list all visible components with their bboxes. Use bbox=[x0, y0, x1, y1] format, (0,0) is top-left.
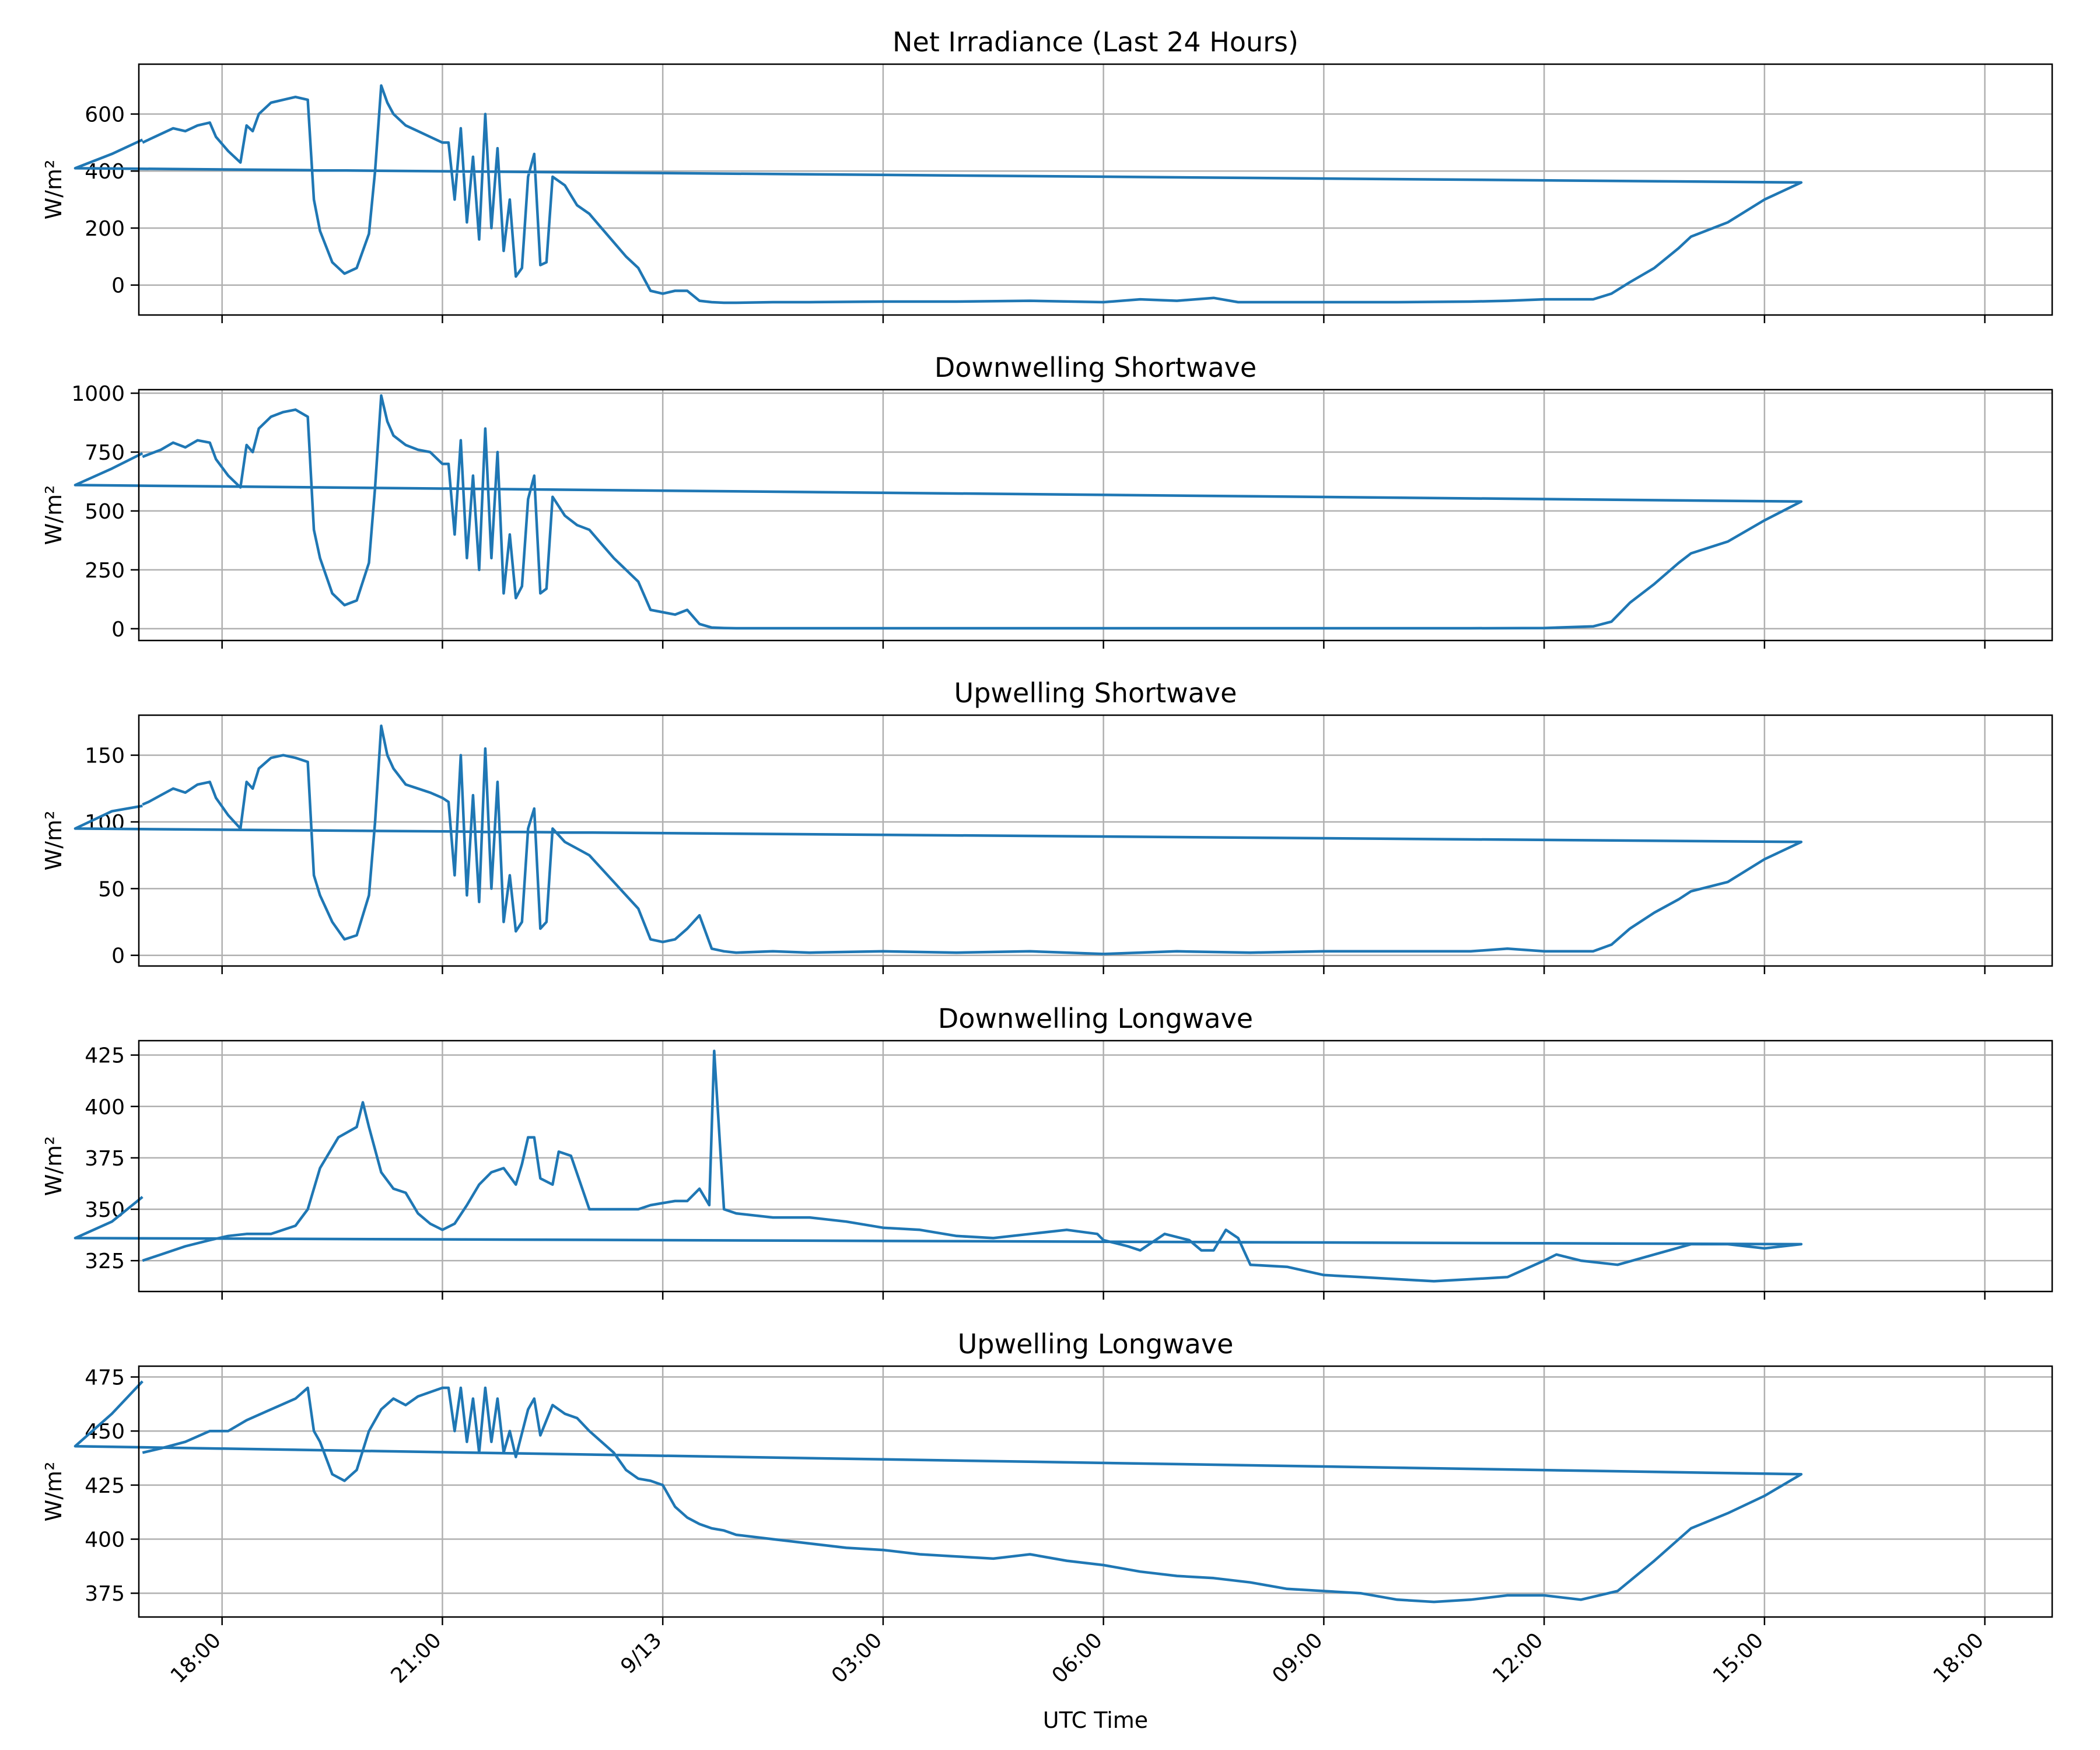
y-tick-label: 325 bbox=[85, 1250, 125, 1273]
panel-title: Downwelling Shortwave bbox=[935, 352, 1256, 383]
y-axis-label: W/m² bbox=[41, 485, 66, 545]
y-axis-label: W/m² bbox=[41, 1462, 66, 1522]
plot-frame bbox=[138, 1365, 2053, 1618]
y-tick-label: 750 bbox=[85, 441, 125, 465]
y-tick-label: 375 bbox=[85, 1147, 125, 1171]
series-line-1 bbox=[74, 84, 1803, 304]
y-tick-label: 475 bbox=[85, 1366, 125, 1390]
y-tick-label: 0 bbox=[111, 274, 125, 298]
panel-title: Net Irradiance (Last 24 Hours) bbox=[892, 26, 1298, 58]
plot-frame bbox=[138, 1040, 2053, 1293]
panel-title: Upwelling Shortwave bbox=[954, 677, 1237, 709]
y-tick-label: 425 bbox=[85, 1044, 125, 1068]
y-axis-label: W/m² bbox=[41, 160, 66, 220]
panel-1: 0 200 400 600 Net Irradiance (Last 24 Hours)… bbox=[41, 26, 2053, 323]
panel-title: Upwelling Longwave bbox=[958, 1328, 1234, 1360]
y-axis-label: W/m² bbox=[41, 1136, 66, 1196]
y-tick-label: 425 bbox=[85, 1474, 125, 1498]
y-tick-label: 200 bbox=[85, 217, 125, 241]
y-tick-label: 400 bbox=[85, 1528, 125, 1552]
panel-4: 325 350 375 400 425 Downwelling Longwave W/m² bbox=[41, 1003, 2053, 1300]
y-tick-label: 150 bbox=[85, 744, 125, 768]
y-tick-label: 400 bbox=[85, 160, 125, 184]
panel-2: 0 250 500 750 1000 Downwelling Shortwave W/m² bbox=[41, 352, 2053, 649]
series-line-1 bbox=[74, 1049, 1803, 1283]
y-tick-label: 1000 bbox=[71, 382, 125, 406]
y-tick-label: 0 bbox=[111, 944, 125, 968]
series-line-1 bbox=[74, 394, 1803, 630]
plot-frame bbox=[138, 388, 2053, 642]
panel-title: Downwelling Longwave bbox=[938, 1003, 1253, 1034]
y-tick-label: 350 bbox=[85, 1198, 125, 1222]
y-tick-label: 500 bbox=[85, 500, 125, 524]
series-line-1 bbox=[74, 724, 1803, 956]
x-axis-label: UTC Time bbox=[1043, 1707, 1148, 1733]
y-tick-label: 250 bbox=[85, 559, 125, 583]
y-tick-label: 50 bbox=[98, 877, 125, 901]
y-axis-label: W/m² bbox=[41, 811, 66, 871]
panels: 0 200 400 600 Net Irradiance (Last 24 Hours)… bbox=[41, 26, 2053, 1625]
y-tick-label: 0 bbox=[111, 618, 125, 642]
y-tick-label: 375 bbox=[85, 1582, 125, 1606]
y-tick-label: 400 bbox=[85, 1096, 125, 1119]
y-tick-label: 600 bbox=[85, 103, 125, 127]
series-line-1 bbox=[74, 1380, 1803, 1604]
plot-frame bbox=[138, 714, 2053, 967]
plot-frame bbox=[138, 63, 2053, 316]
